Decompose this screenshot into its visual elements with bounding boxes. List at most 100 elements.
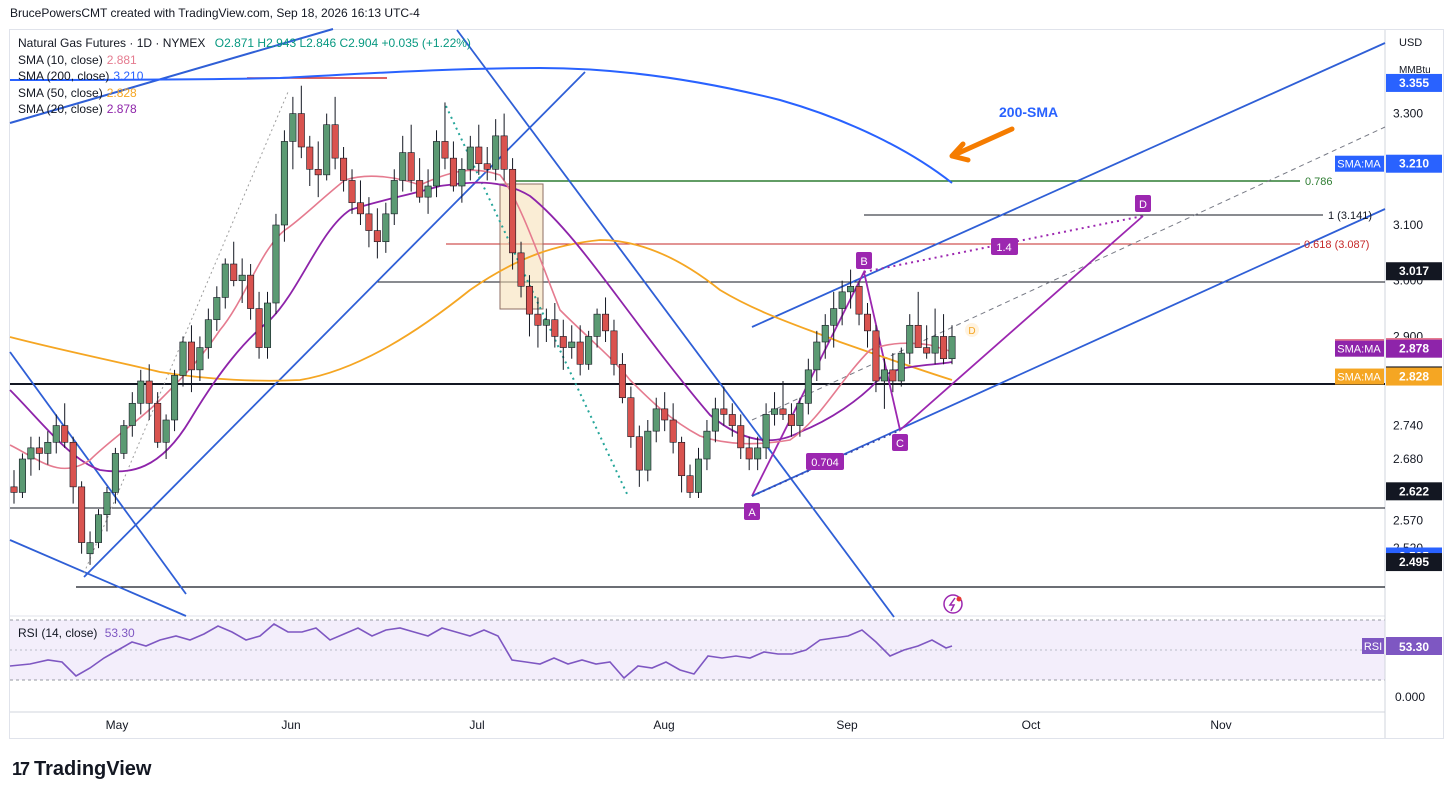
- point-a-badge: [744, 503, 760, 520]
- candle-body: [373, 230, 381, 243]
- candle-body: [230, 263, 238, 282]
- dotted-grey-1: [83, 91, 289, 574]
- time-tick-label: Nov: [1210, 718, 1231, 732]
- candle-body: [923, 347, 931, 354]
- candle-body: [137, 380, 145, 404]
- candle-body: [804, 369, 812, 404]
- candle-body: [534, 313, 542, 326]
- price-tag-value: 3.017: [1399, 264, 1429, 278]
- candle-body: [593, 313, 601, 337]
- candle-body: [69, 441, 77, 488]
- price-tag-value: 2.828: [1399, 370, 1429, 384]
- legend-sma200[interactable]: SMA (200, close) 3.210: [18, 68, 471, 85]
- legend-sma10[interactable]: SMA (10, close) 2.881: [18, 52, 471, 69]
- candle-body: [331, 124, 339, 159]
- legend-sma200-label: SMA (200, close): [18, 69, 110, 83]
- sma50-line: [9, 239, 953, 382]
- trendline-down-big: [456, 29, 895, 618]
- fib-0618-label: 0.618 (3.087): [1304, 239, 1369, 251]
- currency-label[interactable]: USD: [1399, 37, 1423, 49]
- candle-body: [78, 486, 86, 543]
- point-c-badge: [892, 434, 908, 451]
- candles-group: [10, 85, 956, 565]
- candle-body: [111, 453, 119, 493]
- tradingview-name: TradingView: [34, 758, 152, 780]
- candle-body: [847, 285, 855, 293]
- point-d2-marker: [965, 323, 979, 337]
- arrow-200-sma: [949, 126, 1015, 163]
- candle-body: [272, 224, 280, 304]
- candle-body: [728, 414, 736, 426]
- candle-body: [737, 425, 745, 449]
- candle-body: [914, 324, 922, 348]
- candle-body: [407, 152, 415, 181]
- candle-body: [542, 319, 550, 326]
- price-tag-label-badge: [1335, 368, 1384, 385]
- candle-body: [568, 341, 576, 348]
- candle-body: [306, 146, 314, 170]
- legend-sma20-label: SMA (20, close): [18, 102, 103, 116]
- time-tick-label: Jul: [469, 718, 484, 732]
- candle-body: [931, 336, 939, 354]
- candle-body: [323, 124, 331, 176]
- candle-body: [855, 285, 863, 315]
- legend-sma50[interactable]: SMA (50, close) 2.828: [18, 85, 471, 102]
- price-tag-value: 3.210: [1399, 157, 1429, 171]
- alert-icon[interactable]: [943, 594, 963, 614]
- point-b-text: B: [860, 256, 867, 268]
- candle-body: [264, 302, 272, 348]
- price-tag-value: 3.355: [1399, 76, 1429, 90]
- candle-body: [289, 113, 297, 142]
- candle-body: [948, 336, 956, 360]
- rsi-axis-zero: 0.000: [1395, 690, 1425, 704]
- candle-body: [906, 324, 914, 354]
- candle-body: [247, 274, 255, 309]
- candle-body: [171, 375, 179, 421]
- candle-body: [475, 146, 483, 165]
- ratio-14-badge: [991, 238, 1018, 255]
- price-tags: 3.355SMA:MA3.2103.017SMA:MA2.881SMA:MA2.…: [1335, 73, 1442, 572]
- candle-body: [365, 213, 373, 231]
- candle-body: [652, 408, 660, 432]
- tradingview-mark-icon: 17: [12, 759, 30, 779]
- candle-body: [745, 447, 753, 460]
- candle-body: [720, 408, 728, 415]
- candle-body: [669, 419, 677, 443]
- price-tick-label: 3.300: [1393, 107, 1423, 121]
- candle-body: [10, 486, 18, 493]
- trendline-bottom-left: [9, 539, 187, 617]
- chart-credit: BrucePowersCMT created with TradingView.…: [10, 6, 420, 20]
- rsi-value-badge: [1386, 637, 1442, 655]
- candle-body: [880, 369, 888, 382]
- candle-body: [525, 285, 533, 315]
- candle-body: [602, 313, 610, 332]
- candle-body: [627, 397, 635, 438]
- candle-body: [796, 402, 804, 426]
- legend-ohlc: O2.871 H2.943 L2.846 C2.904 +0.035 (+1.2…: [214, 36, 471, 50]
- fib-0786-label: 0.786: [1305, 176, 1333, 188]
- legend-sma50-value: 2.828: [106, 85, 137, 100]
- price-tag-badge: [1386, 262, 1442, 281]
- candle-body: [44, 441, 52, 454]
- point-c-text: C: [896, 438, 904, 450]
- candle-body: [509, 168, 517, 254]
- legend-sma20[interactable]: SMA (20, close) 2.878: [18, 101, 471, 118]
- rsi-legend[interactable]: RSI (14, close) 53.30: [18, 626, 135, 640]
- time-axis-labels: May Jun Jul Aug Sep Oct Nov: [106, 718, 1232, 732]
- candle-body: [694, 458, 702, 493]
- price-tag-badge: [1386, 154, 1442, 173]
- price-tag-value: 2.495: [1399, 555, 1429, 569]
- candle-body: [120, 425, 128, 454]
- sma20-line: [9, 181, 953, 473]
- candle-body: [661, 408, 669, 421]
- price-tick-label: 2.740: [1393, 419, 1423, 433]
- price-tag-value: 2.622: [1399, 484, 1429, 498]
- candle-body: [711, 408, 719, 432]
- candle-body: [635, 436, 643, 471]
- candle-body: [255, 308, 263, 348]
- candle-body: [35, 447, 43, 454]
- candle-body: [433, 141, 441, 187]
- tradingview-logo[interactable]: 17 TradingView: [12, 758, 151, 781]
- ratio-0704-text: 0.704: [811, 457, 839, 469]
